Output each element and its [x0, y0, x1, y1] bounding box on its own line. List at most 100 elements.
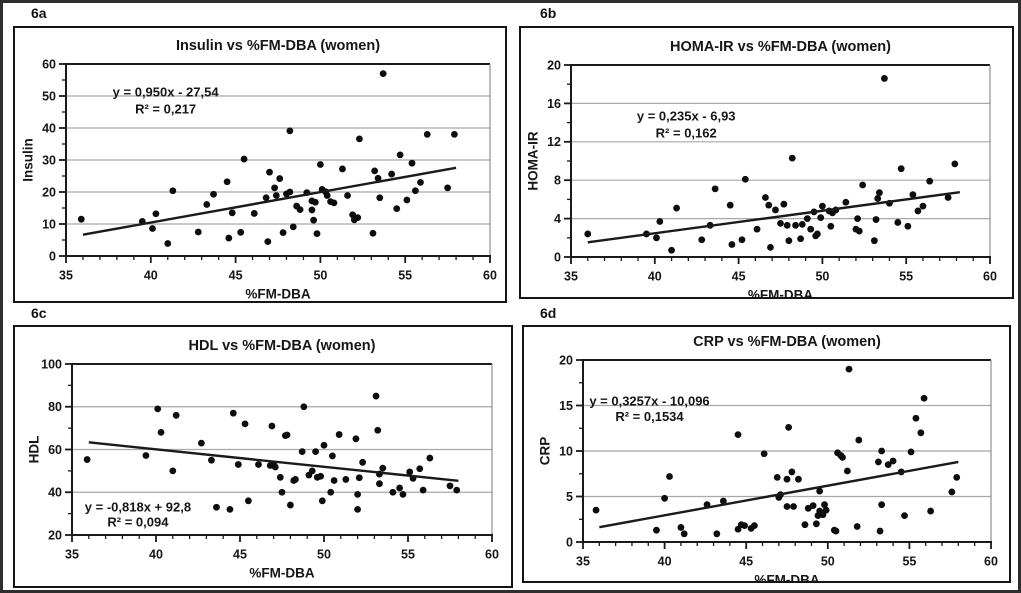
data-point — [783, 475, 791, 483]
data-point — [354, 505, 361, 513]
data-point — [169, 467, 177, 475]
svg-text:4: 4 — [554, 212, 561, 226]
trend-line — [587, 191, 960, 244]
svg-text:12: 12 — [547, 135, 561, 149]
data-point — [767, 244, 774, 251]
data-point — [792, 221, 799, 229]
equation-label: y = -0,818x + 92,8 — [85, 500, 191, 515]
data-point — [827, 222, 835, 230]
svg-text:50: 50 — [317, 547, 331, 561]
data-point — [450, 131, 458, 138]
data-point — [884, 461, 892, 469]
data-point — [426, 454, 434, 462]
chart-box-6c: 35 40 45 50 55 60 20 40 60 80 100 HDL vs %FM-DBA (w… — [13, 325, 513, 588]
data-point — [876, 527, 884, 535]
data-point — [286, 188, 294, 196]
data-point — [388, 170, 396, 178]
data-point — [944, 194, 952, 201]
data-point — [376, 194, 384, 202]
scatter-chart-insulin: 35 40 45 50 55 60 0 10 20 30 40 50 60 Insulin vs %FM-… — [21, 38, 497, 301]
data-point — [354, 214, 362, 222]
data-point — [753, 225, 761, 233]
svg-text:100: 100 — [41, 357, 62, 371]
data-point — [283, 431, 291, 439]
svg-text:60: 60 — [984, 554, 998, 568]
svg-text:60: 60 — [48, 443, 62, 457]
data-point — [354, 490, 361, 498]
data-point — [917, 429, 925, 437]
svg-text:10: 10 — [559, 444, 573, 458]
data-point — [822, 506, 830, 514]
data-point — [673, 204, 680, 212]
data-point — [661, 494, 668, 502]
data-point — [287, 501, 294, 509]
trend-line — [82, 166, 457, 236]
data-point — [785, 423, 793, 431]
data-point — [208, 456, 215, 464]
data-point — [889, 457, 897, 465]
data-point — [948, 488, 956, 496]
data-point — [728, 241, 736, 248]
data-point — [389, 488, 397, 496]
data-point — [152, 210, 160, 218]
data-point — [279, 229, 287, 237]
data-point — [317, 472, 325, 480]
data-point — [809, 502, 817, 509]
data-point — [878, 447, 886, 455]
data-point — [446, 482, 454, 490]
svg-text:40: 40 — [42, 121, 56, 135]
tick-labels: 35 40 45 50 55 60 0 5 10 15 20 — [559, 353, 998, 568]
svg-text:8: 8 — [554, 174, 561, 188]
svg-text:50: 50 — [815, 269, 829, 283]
data-point — [312, 448, 319, 456]
data-point — [855, 436, 863, 444]
data-point — [741, 175, 749, 183]
data-point — [798, 220, 806, 228]
data-point — [352, 435, 360, 443]
panel-label-6a: 6a — [31, 5, 47, 21]
data-point — [268, 422, 276, 430]
data-point — [821, 501, 828, 509]
data-point — [812, 520, 820, 528]
data-point — [320, 441, 328, 449]
data-point — [142, 452, 150, 459]
data-point — [308, 206, 316, 214]
data-points — [584, 75, 959, 254]
data-point — [164, 240, 172, 247]
axes — [570, 64, 991, 258]
data-point — [149, 225, 156, 232]
data-point — [313, 230, 321, 238]
data-point — [327, 488, 335, 496]
svg-text:35: 35 — [59, 268, 73, 282]
data-point — [788, 154, 796, 162]
data-point — [369, 229, 377, 237]
data-point — [157, 429, 165, 436]
svg-text:55: 55 — [401, 547, 415, 561]
data-point — [795, 475, 802, 483]
data-point — [783, 503, 791, 510]
data-point — [951, 160, 959, 168]
trend-line — [599, 460, 959, 529]
data-point — [843, 467, 851, 475]
svg-text:50: 50 — [821, 554, 835, 568]
data-point — [169, 187, 177, 195]
chart-title: HOMA-IR vs %FM-DBA (women) — [670, 39, 891, 55]
data-point — [592, 506, 600, 514]
equation-label: y = 0,3257x - 10,096 — [589, 394, 709, 409]
data-point — [772, 206, 779, 214]
chart-title: HDL vs %FM-DBA (women) — [189, 338, 376, 354]
data-point — [953, 473, 961, 481]
tick-marks — [65, 363, 493, 542]
y-axis-title: HOMA-IR — [526, 131, 541, 190]
data-point — [344, 192, 351, 199]
data-point — [741, 522, 748, 530]
data-point — [272, 192, 280, 199]
svg-text:50: 50 — [313, 268, 327, 282]
data-point — [803, 215, 811, 223]
data-point — [719, 497, 727, 505]
data-point — [197, 439, 205, 447]
svg-text:15: 15 — [559, 399, 573, 413]
data-point — [839, 453, 846, 461]
data-point — [875, 189, 883, 197]
r-squared-label: R² = 0,094 — [107, 515, 169, 530]
